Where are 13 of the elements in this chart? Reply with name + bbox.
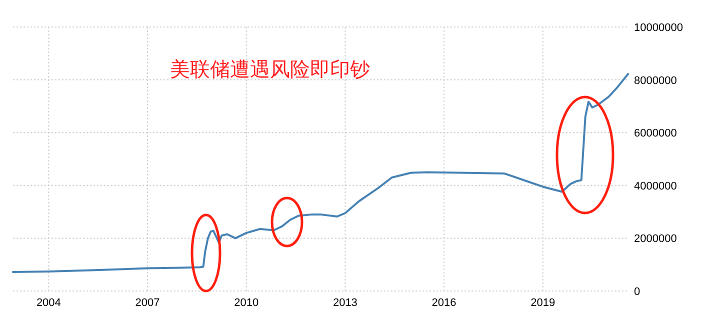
x-tick-label: 2016 xyxy=(432,297,456,309)
x-tick-label: 2010 xyxy=(234,297,259,309)
y-tick-label: 4000000 xyxy=(634,180,677,192)
y-tick-label: 6000000 xyxy=(634,128,677,140)
annotation: 美联储遭遇风险即印钞 xyxy=(170,58,370,81)
y-tick-label: 8000000 xyxy=(634,74,677,87)
x-tick-label: 2007 xyxy=(135,297,160,309)
x-tick-label: 2019 xyxy=(530,297,556,309)
y-tick-label: 2000000 xyxy=(634,233,677,246)
y-tick-label: 10000000 xyxy=(634,22,683,34)
y-tick-label: 0 xyxy=(634,286,640,298)
x-tick-label: 2013 xyxy=(332,297,358,309)
x-tick-label: 2004 xyxy=(36,297,61,309)
